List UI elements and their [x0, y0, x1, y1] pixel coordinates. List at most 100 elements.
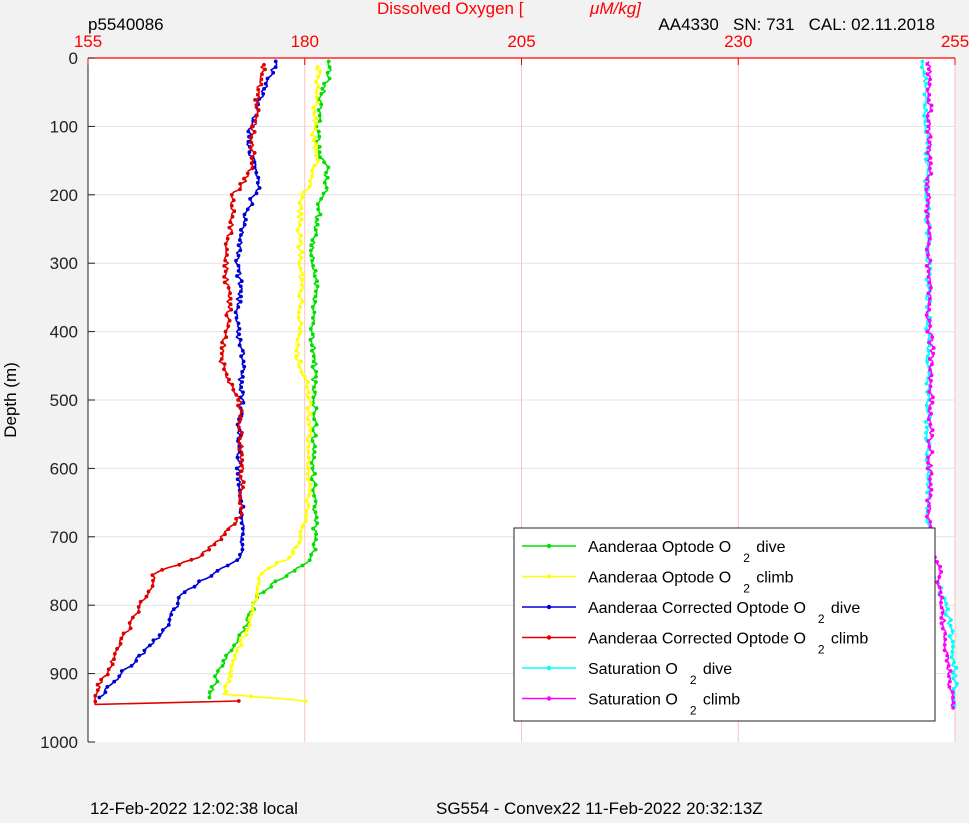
data-point [228, 220, 233, 225]
data-point [236, 403, 240, 408]
data-point [925, 359, 930, 364]
data-point [223, 258, 228, 263]
data-point [310, 169, 314, 173]
legend-suffix: climb [831, 631, 868, 648]
data-point [951, 687, 956, 691]
data-point [929, 161, 933, 166]
data-point [313, 294, 318, 299]
data-point [316, 207, 320, 212]
data-point [326, 59, 331, 64]
data-point [315, 521, 320, 525]
data-point [924, 195, 929, 200]
data-point [228, 296, 233, 301]
data-point [929, 378, 933, 383]
data-point [305, 439, 310, 443]
data-point [304, 385, 309, 390]
data-point [313, 127, 318, 131]
data-point [238, 182, 243, 186]
data-point [237, 420, 242, 424]
data-point [929, 103, 934, 108]
data-point [138, 599, 143, 604]
data-point [245, 628, 250, 632]
data-point [241, 400, 246, 405]
data-point [321, 191, 326, 196]
data-point [266, 566, 271, 571]
data-point [920, 59, 925, 64]
data-point [235, 648, 240, 653]
data-point [310, 305, 315, 309]
data-point [944, 601, 949, 606]
data-point [255, 180, 260, 185]
data-point [948, 669, 953, 673]
data-point [313, 499, 318, 504]
data-point [106, 667, 111, 672]
data-point [314, 80, 318, 84]
data-point [306, 395, 311, 400]
data-point [151, 638, 156, 643]
data-point [310, 488, 315, 493]
data-point [229, 648, 234, 653]
data-point [314, 422, 319, 427]
data-point [315, 284, 320, 289]
data-point [228, 291, 233, 296]
data-point [240, 380, 245, 384]
data-point [926, 119, 931, 123]
data-point [238, 299, 243, 304]
data-point [298, 534, 303, 539]
data-point [952, 660, 956, 665]
data-point [926, 269, 931, 274]
data-point [309, 243, 314, 248]
data-point [306, 455, 311, 460]
data-point [306, 466, 310, 471]
data-point [110, 662, 115, 667]
data-point [130, 615, 135, 620]
data-point [175, 601, 180, 606]
data-point [242, 364, 247, 369]
data-point [241, 390, 245, 395]
data-point [136, 605, 141, 609]
data-point [315, 217, 320, 222]
data-point [310, 348, 314, 353]
data-point [310, 258, 314, 263]
data-point [142, 648, 147, 653]
data-point [928, 422, 933, 427]
data-point [930, 335, 935, 339]
data-point [300, 299, 305, 304]
data-point [318, 69, 322, 74]
data-point [240, 537, 245, 542]
data-point [209, 685, 214, 689]
data-point [929, 411, 933, 416]
data-point [311, 354, 316, 359]
data-point [250, 166, 255, 171]
data-point [300, 283, 304, 287]
data-point [926, 124, 931, 129]
data-point [309, 248, 313, 253]
legend-item-aanderaa-corrected-optode-o-2-dive: Aanderaa Corrected Optode O 2 dive [522, 600, 860, 626]
data-point [223, 329, 228, 334]
data-point [951, 644, 955, 649]
data-point [232, 209, 237, 214]
data-point [222, 264, 227, 268]
data-point [227, 225, 232, 230]
y-tick-label-700: 700 [50, 528, 78, 547]
data-point [951, 705, 955, 710]
data-point [234, 516, 239, 521]
data-point [312, 504, 317, 509]
data-point [927, 504, 931, 508]
data-point [300, 217, 304, 222]
data-point [929, 171, 934, 176]
data-point [215, 679, 220, 684]
data-point [922, 113, 926, 118]
data-point [230, 214, 235, 219]
data-point [240, 526, 245, 531]
data-point [939, 605, 944, 610]
data-point [247, 623, 252, 627]
data-point [144, 594, 149, 599]
data-point [302, 375, 307, 379]
data-point [291, 550, 295, 555]
data-point [925, 203, 930, 208]
data-point [157, 633, 162, 637]
data-point [303, 699, 308, 703]
data-point [939, 600, 943, 605]
data-point [306, 477, 310, 482]
